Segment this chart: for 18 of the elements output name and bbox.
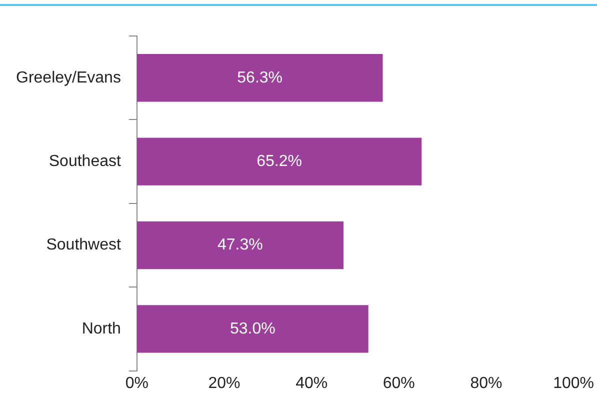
- y-tick-label: Greeley/Evans: [16, 69, 121, 86]
- y-tick-label: Southeast: [48, 152, 122, 170]
- bar: [136, 305, 368, 353]
- x-tick-label: 60%: [382, 374, 415, 392]
- bar: [136, 138, 422, 186]
- data-label: 56.3%: [237, 69, 283, 86]
- x-tick-label: 80%: [470, 374, 502, 392]
- x-tick-label: 20%: [208, 374, 240, 392]
- y-tick-label: North: [82, 320, 121, 338]
- y-tick-label: Southwest: [46, 236, 122, 254]
- x-tick-label: 100%: [553, 374, 594, 392]
- x-tick-label: 40%: [296, 374, 328, 392]
- data-label: 47.3%: [218, 236, 263, 254]
- data-label: 65.2%: [256, 152, 302, 170]
- data-label: 53.0%: [230, 320, 276, 338]
- bar: [136, 221, 344, 270]
- bar: [136, 54, 383, 102]
- x-tick-label: 0%: [125, 374, 148, 392]
